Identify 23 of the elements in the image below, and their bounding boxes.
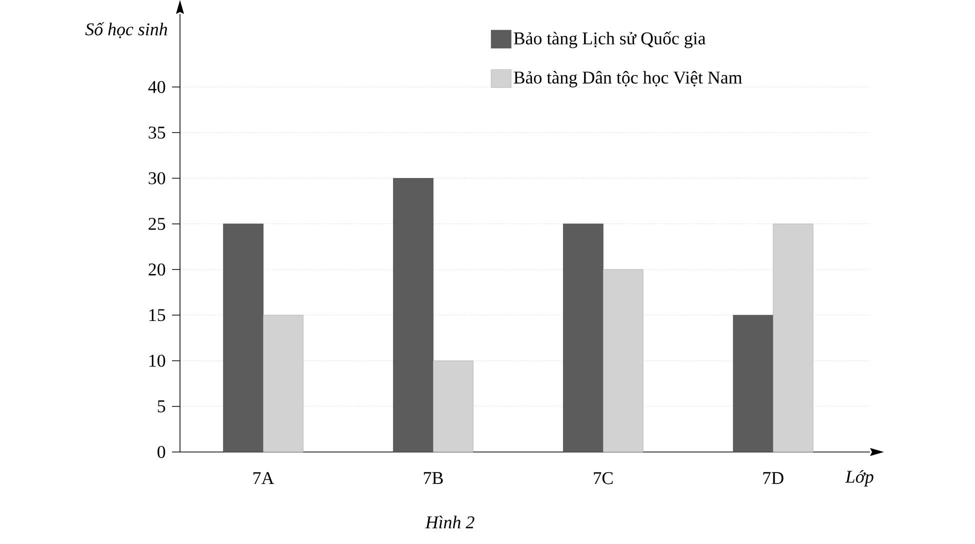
bar <box>223 224 264 452</box>
y-axis-title: Số học sinh <box>85 22 168 38</box>
x-tick-label: 7D <box>763 472 784 484</box>
y-tick-label: 10 <box>149 354 166 367</box>
y-tick-label: 20 <box>148 263 166 276</box>
legend-label: Bảo tàng Dân tộc học Việt Nam <box>514 70 742 88</box>
bar <box>433 360 474 452</box>
y-tick-label: 5 <box>158 400 166 412</box>
x-tick-label: 7B <box>424 472 443 484</box>
y-tick-label: 0 <box>158 446 166 458</box>
y-tick-label: 15 <box>149 309 166 322</box>
x-tick-label: 7A <box>254 472 274 484</box>
x-axis-title: Lớp <box>845 470 874 486</box>
legend-label: Bảo tàng Lịch sử Quốc gia <box>514 31 706 48</box>
bar <box>393 178 434 452</box>
y-tick-label: 25 <box>148 218 166 230</box>
bar <box>563 224 604 452</box>
text: Hình 2 <box>425 516 474 528</box>
y-tick-label: 35 <box>148 126 166 139</box>
x-tick-label: 7C <box>594 472 613 484</box>
y-tick-label: 30 <box>148 172 166 184</box>
bar <box>732 314 774 452</box>
y-tick-label: 40 <box>148 80 166 94</box>
